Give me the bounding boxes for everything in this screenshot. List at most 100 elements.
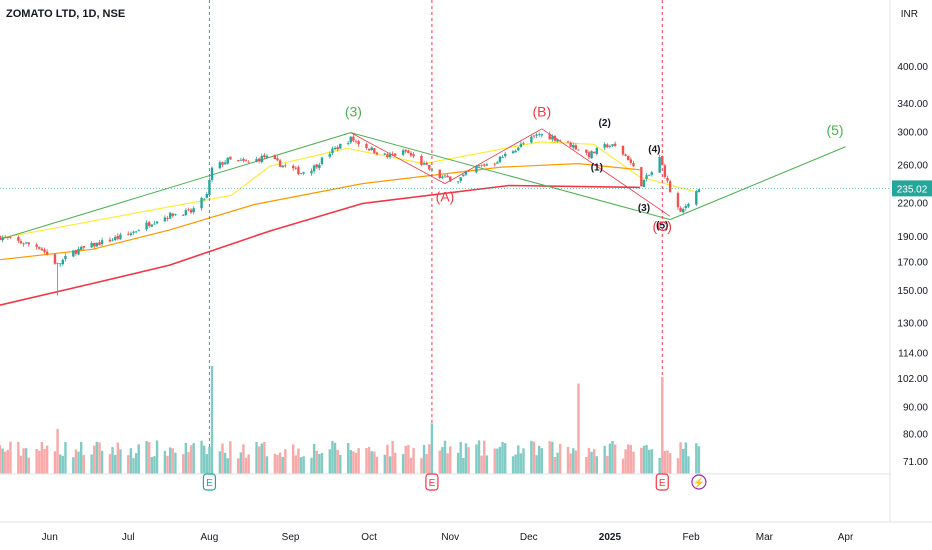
volume-bar	[548, 441, 551, 474]
y-tick-label: 260.00	[897, 160, 928, 171]
volume-bar	[551, 441, 554, 474]
candle	[61, 259, 65, 265]
volume-bar	[320, 453, 324, 474]
candle	[467, 170, 470, 172]
volume-bar	[593, 449, 596, 474]
candle	[45, 251, 49, 255]
volume-bar	[297, 448, 300, 474]
volume-bar	[205, 454, 208, 474]
candle	[551, 136, 554, 140]
candle	[354, 141, 358, 143]
volume-bar	[237, 458, 240, 474]
volume-bar	[95, 441, 99, 474]
candle	[577, 149, 580, 151]
y-tick-label: 114.00	[898, 349, 928, 360]
y-tick-label: 102.00	[897, 374, 928, 385]
volume-bar	[294, 455, 297, 474]
candle	[265, 155, 269, 158]
candle	[409, 152, 413, 156]
wave-label: (1)	[591, 163, 603, 174]
volume-bar	[184, 442, 188, 474]
volume-bar	[645, 445, 648, 474]
volume-bar	[661, 376, 664, 474]
volume-bar	[187, 452, 190, 474]
candle	[299, 173, 303, 174]
volume-bar	[1, 448, 4, 474]
volume-bar	[553, 456, 557, 474]
candle	[493, 163, 496, 165]
candle	[606, 144, 609, 148]
candle	[632, 163, 635, 167]
candle	[17, 237, 20, 241]
volume-bar	[4, 451, 7, 474]
candle	[200, 197, 203, 209]
y-tick-label: 71.00	[903, 457, 928, 468]
candle	[242, 158, 245, 161]
volume-bar	[687, 456, 690, 474]
candle	[611, 144, 614, 147]
volume-bar	[208, 446, 211, 474]
last-price-label: 235.02	[897, 184, 928, 195]
volume-bar	[430, 423, 434, 474]
candle	[391, 153, 394, 155]
candle	[328, 153, 332, 157]
candle	[642, 179, 646, 188]
candle	[645, 175, 648, 179]
volume-bar	[281, 456, 284, 474]
candle	[166, 218, 169, 219]
volume-bar	[276, 454, 279, 474]
volume-bar	[202, 445, 206, 474]
volume-bar	[64, 441, 67, 474]
volume-bar	[155, 440, 159, 474]
candle	[663, 165, 667, 177]
earnings-marker	[425, 473, 439, 491]
earnings-marker-label: E	[429, 478, 436, 489]
candle	[477, 165, 481, 167]
volume-bar	[388, 456, 392, 474]
volume-bar	[354, 453, 358, 474]
candle	[155, 221, 159, 224]
volume-bar	[498, 446, 502, 474]
volume-bar	[446, 453, 449, 474]
volume-bar	[302, 456, 305, 474]
volume-bar	[244, 457, 248, 474]
y-tick-label: 130.00	[897, 319, 928, 330]
volume-bar	[17, 441, 20, 474]
volume-bar	[310, 457, 313, 474]
volume-bar	[663, 450, 667, 474]
volume-bar	[127, 455, 130, 474]
candle	[111, 239, 114, 241]
volume-bar	[666, 450, 669, 474]
volume-bar	[239, 452, 243, 474]
volume-bar	[459, 441, 462, 474]
volume-bar	[574, 450, 578, 474]
volume-bar	[35, 449, 38, 474]
volume-bar	[640, 447, 643, 474]
candle	[462, 174, 465, 177]
volume-bar	[475, 444, 478, 474]
candle	[210, 167, 214, 180]
candle	[247, 161, 250, 163]
candle	[281, 165, 284, 168]
wave-label: (2)	[599, 118, 611, 129]
currency-label: INR	[900, 9, 918, 20]
volume-bar	[603, 445, 606, 474]
candle	[218, 162, 222, 169]
candle	[108, 239, 112, 242]
candle	[278, 160, 282, 167]
volume-bar	[608, 443, 612, 474]
candle	[407, 150, 410, 154]
candle	[43, 249, 46, 253]
volume-bar	[346, 442, 350, 474]
volume-bar	[558, 443, 562, 474]
candle	[184, 210, 188, 216]
volume-bar	[61, 456, 65, 474]
volume-bar	[134, 453, 138, 474]
candle	[420, 155, 423, 165]
candle	[35, 244, 38, 247]
earnings-marker-label: E	[659, 478, 666, 489]
candle	[100, 240, 104, 245]
wave-label: (B)	[533, 103, 552, 119]
volume-bar	[485, 455, 489, 474]
